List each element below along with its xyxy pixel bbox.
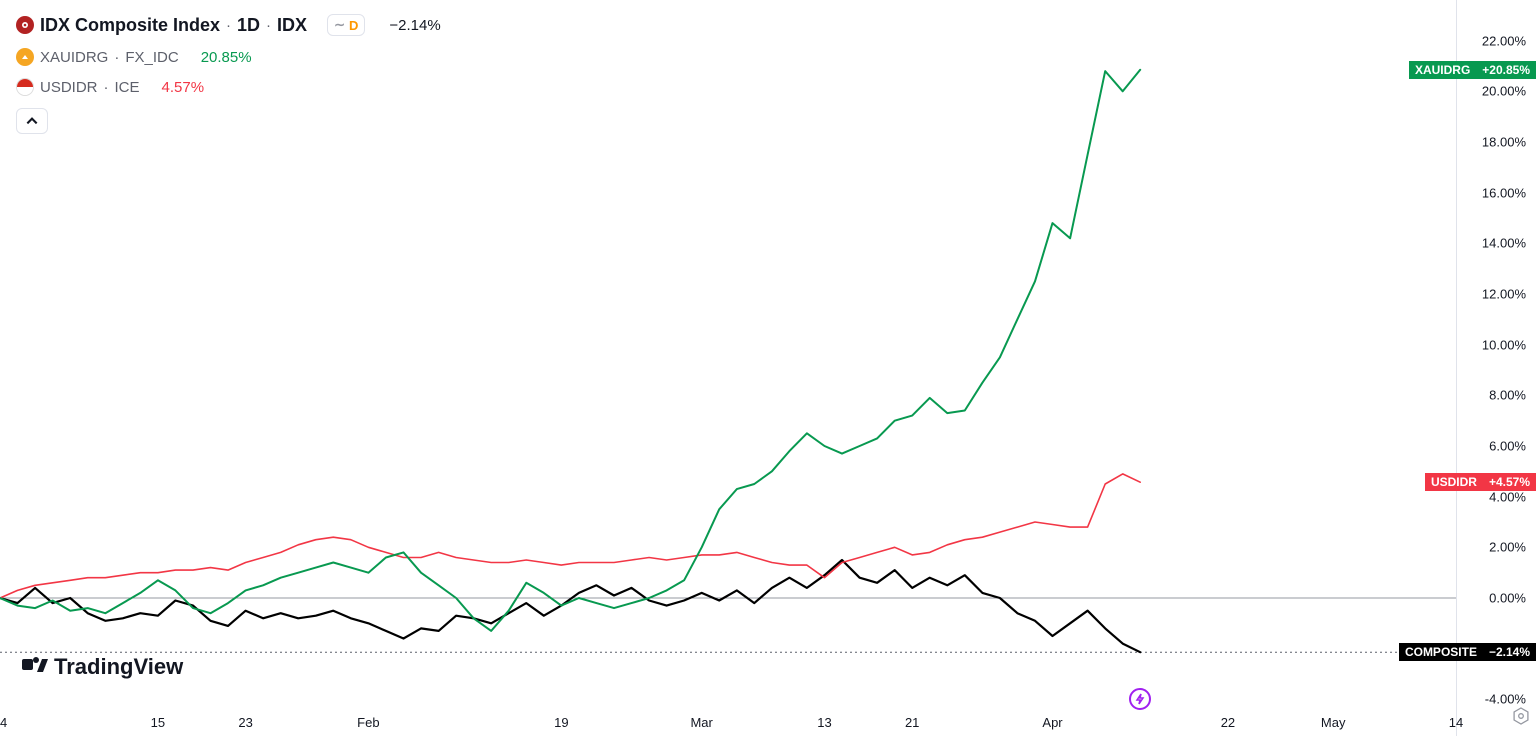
x-tick: 23 <box>238 715 252 730</box>
x-tick: Mar <box>690 715 712 730</box>
tv-mark-icon <box>22 654 48 680</box>
y-tick: 14.00% <box>1482 236 1526 251</box>
x-tick: 14 <box>1449 715 1463 730</box>
x-tick: 24 <box>0 715 7 730</box>
y-tick: 10.00% <box>1482 337 1526 352</box>
settings-gear-icon[interactable] <box>1512 707 1530 730</box>
y-badge-composite: COMPOSITE−2.14% <box>1399 642 1536 662</box>
y-tick: 2.00% <box>1489 540 1526 555</box>
y-tick: 20.00% <box>1482 84 1526 99</box>
y-axis[interactable]: -4.00%-2.00%0.00%2.00%4.00%6.00%8.00%10.… <box>1456 0 1536 736</box>
y-tick: -4.00% <box>1485 692 1526 707</box>
x-tick: 15 <box>151 715 165 730</box>
x-tick: 22 <box>1221 715 1235 730</box>
y-tick: 12.00% <box>1482 287 1526 302</box>
y-badge-usdidr: USDIDR+4.57% <box>1425 472 1536 492</box>
y-tick: 16.00% <box>1482 185 1526 200</box>
y-tick: 8.00% <box>1489 388 1526 403</box>
x-tick: Feb <box>357 715 379 730</box>
x-tick: May <box>1321 715 1346 730</box>
y-tick: 6.00% <box>1489 439 1526 454</box>
price-chart[interactable] <box>0 0 1456 736</box>
y-tick: 18.00% <box>1482 135 1526 150</box>
tradingview-logo[interactable]: TradingView <box>22 654 183 680</box>
y-tick: 22.00% <box>1482 33 1526 48</box>
x-tick: 21 <box>905 715 919 730</box>
y-tick: 0.00% <box>1489 591 1526 606</box>
x-tick: 13 <box>817 715 831 730</box>
tv-text: TradingView <box>54 654 183 680</box>
x-tick: 19 <box>554 715 568 730</box>
x-tick: Apr <box>1042 715 1062 730</box>
y-badge-xauidrg: XAUIDRG+20.85% <box>1409 60 1536 80</box>
